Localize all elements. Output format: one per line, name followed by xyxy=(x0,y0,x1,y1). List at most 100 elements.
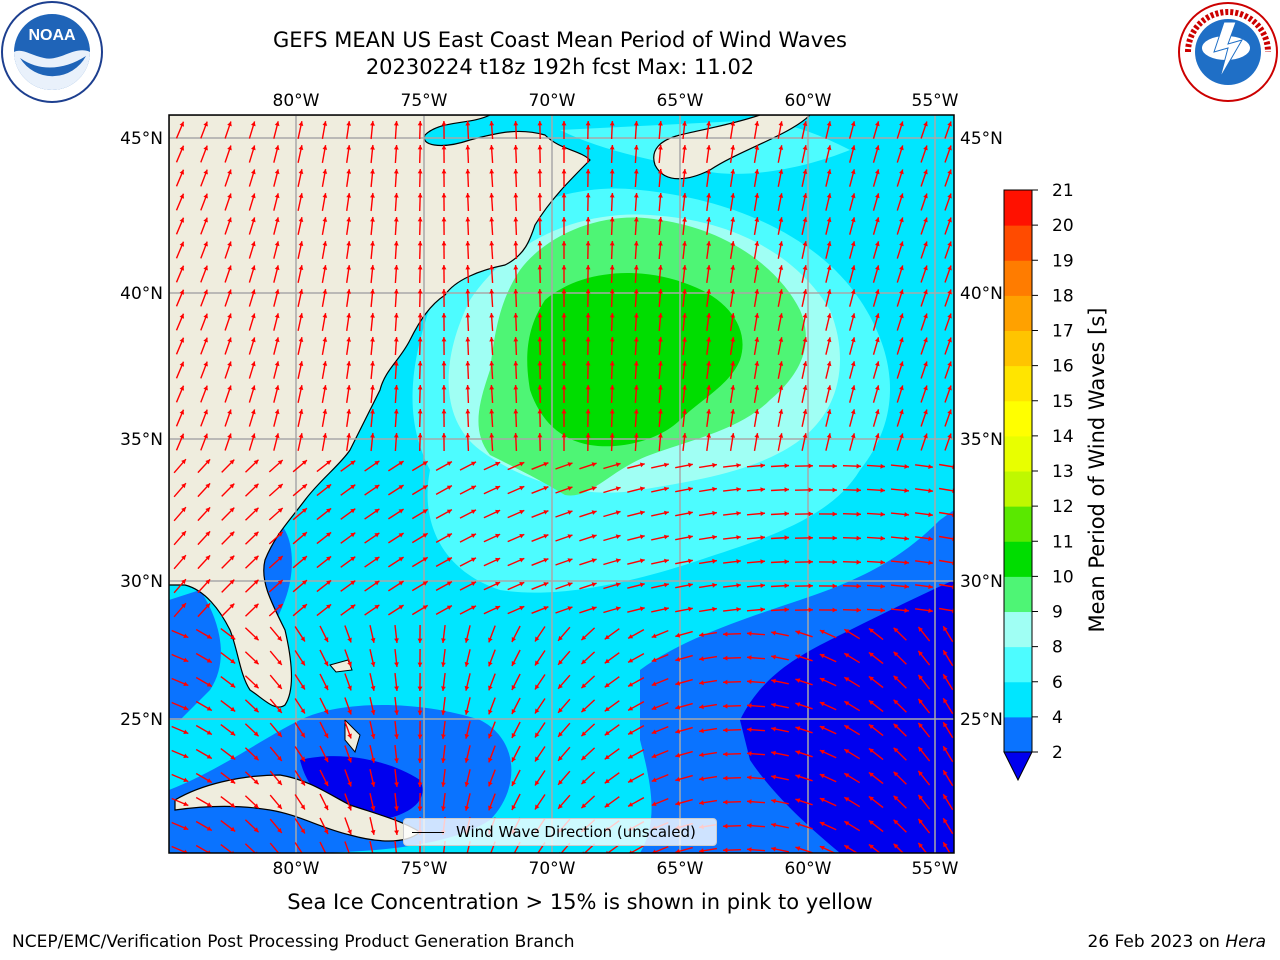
wave-direction-arrow xyxy=(658,168,663,188)
wave-direction-arrow xyxy=(417,240,423,260)
wave-direction-arrow xyxy=(489,264,495,284)
colorbar-tick-label: 4 xyxy=(1052,708,1063,728)
wave-direction-arrow xyxy=(411,508,429,520)
wave-direction-arrow xyxy=(658,216,663,236)
wave-direction-arrow xyxy=(944,193,952,211)
wave-direction-arrow xyxy=(441,192,447,212)
wave-direction-arrow xyxy=(534,674,546,690)
wave-direction-arrow xyxy=(175,385,185,403)
wave-direction-arrow xyxy=(561,193,567,211)
wave-direction-arrow xyxy=(942,817,954,835)
wave-direction-arrow xyxy=(675,486,693,493)
wave-direction-arrow xyxy=(795,798,813,806)
lon-tick-label-bottom: 60°W xyxy=(785,859,832,879)
wave-direction-arrow xyxy=(411,580,429,592)
wave-direction-arrow xyxy=(511,625,521,643)
wave-direction-arrow xyxy=(248,145,256,163)
wave-direction-arrow xyxy=(917,770,931,786)
wave-direction-arrow xyxy=(171,653,189,663)
wave-direction-arrow xyxy=(417,408,423,428)
wave-direction-arrow xyxy=(346,408,351,428)
wave-direction-arrow xyxy=(200,145,208,163)
colorbar-segment xyxy=(1004,576,1032,613)
wave-direction-arrow xyxy=(465,360,471,380)
wave-direction-arrow xyxy=(585,192,591,212)
wave-direction-arrow xyxy=(488,769,496,787)
wave-direction-arrow xyxy=(273,169,280,187)
wave-direction-arrow xyxy=(488,745,496,763)
wave-direction-arrow xyxy=(537,384,543,404)
colorbar-tick-label: 16 xyxy=(1052,357,1074,377)
wave-direction-arrow xyxy=(651,582,669,589)
wave-direction-arrow xyxy=(585,216,591,236)
wave-direction-arrow xyxy=(842,535,862,541)
wind-wave-direction-arrows xyxy=(171,120,954,853)
colorbar-segment xyxy=(1004,646,1032,683)
wave-direction-arrow xyxy=(771,654,789,661)
wave-direction-arrow xyxy=(585,408,591,428)
wave-direction-arrow xyxy=(441,336,447,356)
colorbar-segment xyxy=(1004,365,1032,402)
colorbar-segment xyxy=(1004,611,1032,648)
wave-direction-arrow xyxy=(171,749,189,759)
colorbar-tick-label: 10 xyxy=(1052,567,1074,587)
wave-direction-arrow xyxy=(746,583,766,588)
wave-direction-arrow xyxy=(340,556,356,568)
wave-direction-arrow xyxy=(561,337,567,355)
wave-direction-arrow xyxy=(777,265,784,283)
wave-direction-arrow xyxy=(273,385,280,403)
wave-direction-arrow xyxy=(393,408,399,428)
wave-direction-arrow xyxy=(369,697,376,715)
wave-direction-arrow xyxy=(507,605,525,615)
wave-direction-arrow xyxy=(896,121,904,139)
wave-direction-arrow xyxy=(794,559,814,565)
wave-direction-arrow xyxy=(825,433,832,451)
wave-direction-arrow xyxy=(746,535,766,540)
wave-direction-arrow xyxy=(825,217,832,235)
wave-direction-arrow xyxy=(297,289,304,307)
wave-direction-arrow xyxy=(795,654,813,662)
wave-direction-arrow xyxy=(920,385,928,403)
wave-direction-arrow xyxy=(729,336,736,356)
wave-direction-arrow xyxy=(346,360,351,380)
wave-direction-arrow xyxy=(393,192,399,212)
wave-direction-arrow xyxy=(917,650,931,666)
wave-direction-arrow xyxy=(294,626,306,642)
wave-direction-arrow xyxy=(459,581,477,591)
wave-direction-arrow xyxy=(534,794,546,810)
wave-direction-arrow xyxy=(896,289,904,307)
wave-direction-arrow xyxy=(794,535,814,541)
wave-direction-arrow xyxy=(633,192,639,212)
wave-direction-arrow xyxy=(917,674,931,690)
wave-direction-arrow xyxy=(942,673,954,691)
wave-direction-arrow xyxy=(370,288,375,308)
wave-direction-arrow xyxy=(557,722,571,738)
wave-direction-arrow xyxy=(224,169,232,187)
wave-direction-arrow xyxy=(417,768,423,788)
wave-direction-arrow xyxy=(244,699,260,713)
wave-direction-arrow xyxy=(292,531,308,545)
wave-direction-arrow xyxy=(369,649,376,667)
wave-direction-arrow xyxy=(244,675,260,689)
wave-direction-arrow xyxy=(633,216,639,236)
wave-direction-arrow xyxy=(794,463,814,469)
wave-direction-arrow xyxy=(825,409,832,427)
wave-direction-arrow xyxy=(682,409,687,427)
wave-direction-arrow xyxy=(555,606,573,614)
wave-direction-arrow xyxy=(555,558,573,566)
wave-direction-arrow xyxy=(609,264,615,284)
wave-direction-arrow xyxy=(511,697,521,715)
wave-direction-arrow xyxy=(273,121,280,139)
wave-direction-arrow xyxy=(297,217,304,235)
wave-direction-arrow xyxy=(868,747,884,761)
wave-direction-arrow xyxy=(801,121,808,139)
wave-direction-arrow xyxy=(507,509,525,519)
wave-direction-arrow xyxy=(729,192,736,212)
wave-direction-arrow xyxy=(698,486,718,493)
wave-direction-arrow xyxy=(723,463,741,468)
nws-logo xyxy=(1178,2,1278,102)
wave-direction-arrow xyxy=(297,337,304,355)
wave-direction-arrow xyxy=(896,433,904,451)
wave-direction-arrow xyxy=(344,817,352,835)
wave-direction-arrow xyxy=(465,120,471,140)
